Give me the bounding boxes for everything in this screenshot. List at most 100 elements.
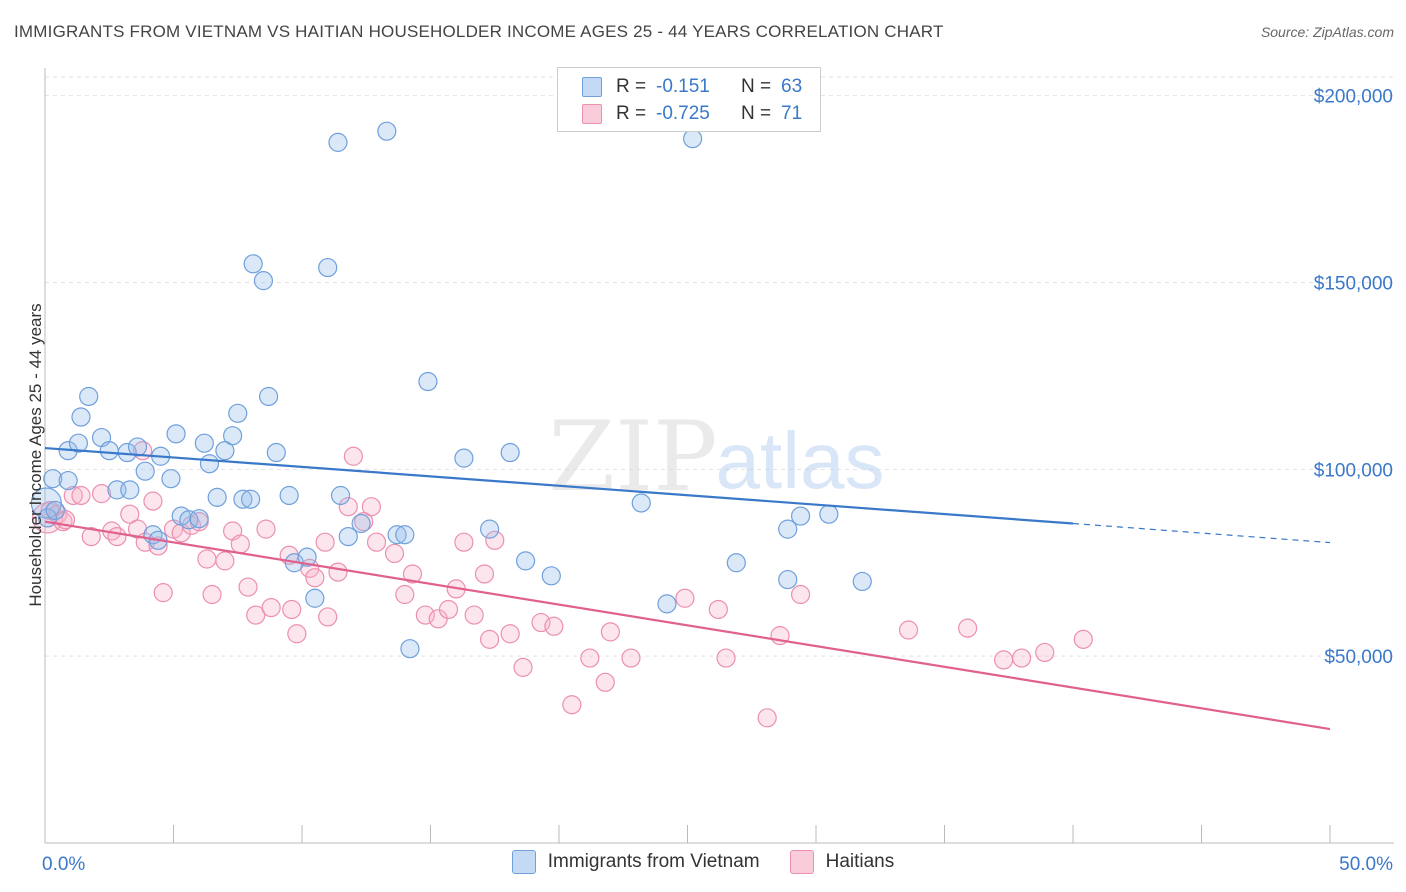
legend-swatch-vietnam bbox=[582, 77, 602, 97]
vietnam-points bbox=[30, 121, 872, 659]
vietnam-point bbox=[207, 487, 227, 507]
vietnam-point bbox=[135, 461, 155, 481]
series-legend: Immigrants from Vietnam Haitians bbox=[0, 850, 1406, 874]
legend-row-vietnam: R = -0.151 N = 63 bbox=[582, 73, 802, 101]
haitians-point bbox=[1073, 629, 1093, 649]
haitians-point bbox=[328, 562, 348, 582]
haitians-point bbox=[438, 599, 459, 620]
haitians-point bbox=[107, 526, 127, 547]
legend-n-value: 63 bbox=[781, 76, 803, 97]
vietnam-point bbox=[852, 571, 872, 592]
haitians-point bbox=[238, 577, 258, 597]
legend-item-haitians[interactable]: Haitians bbox=[789, 850, 895, 874]
haitians-trend-line bbox=[44, 520, 1331, 731]
haitians-point bbox=[287, 624, 307, 644]
vietnam-point bbox=[657, 594, 677, 614]
vietnam-point bbox=[189, 509, 209, 529]
vietnam-point bbox=[541, 566, 561, 586]
haitians-point bbox=[71, 485, 91, 506]
vietnam-point bbox=[305, 588, 325, 608]
legend-item-vietnam[interactable]: Immigrants from Vietnam bbox=[511, 850, 760, 874]
vietnam-point bbox=[241, 489, 261, 509]
legend-swatch-vietnam bbox=[511, 850, 536, 874]
vietnam-point bbox=[395, 525, 415, 545]
vietnam-point bbox=[43, 469, 63, 489]
vietnam-point bbox=[253, 271, 274, 291]
haitians-point bbox=[790, 584, 811, 605]
haitians-point bbox=[454, 532, 474, 552]
vietnam-point bbox=[778, 569, 798, 590]
haitians-point bbox=[318, 607, 338, 627]
haitians-point bbox=[361, 497, 381, 517]
haitians-point bbox=[595, 672, 615, 692]
vietnam-point bbox=[68, 433, 89, 453]
haitians-point bbox=[474, 564, 495, 584]
vietnam-point bbox=[120, 480, 140, 500]
vietnam-point bbox=[279, 485, 299, 506]
vietnam-point bbox=[318, 257, 338, 278]
haitians-point bbox=[1035, 642, 1055, 663]
haitians-point bbox=[384, 543, 405, 564]
vietnam-point bbox=[351, 513, 371, 534]
haitians-point bbox=[215, 551, 235, 571]
haitians-point bbox=[366, 532, 387, 552]
haitians-point bbox=[282, 599, 302, 620]
vietnam-point bbox=[387, 525, 407, 545]
trend-lines bbox=[44, 446, 1331, 731]
legend-r-label: R = bbox=[616, 103, 647, 124]
haitians-point bbox=[395, 584, 415, 605]
haitians-point bbox=[464, 605, 484, 625]
vietnam-point bbox=[377, 121, 397, 141]
vietnam-point bbox=[400, 639, 420, 659]
vietnam-point bbox=[194, 433, 214, 453]
legend-r-value: -0.725 bbox=[656, 103, 710, 124]
tick-labels: $50,000 $100,000 $150,000 $200,000 0.0% 50.0% bbox=[42, 87, 1393, 875]
legend-r-value: -0.151 bbox=[656, 76, 710, 97]
legend-n-label: N = bbox=[741, 103, 772, 124]
haitians-point bbox=[480, 629, 500, 649]
vietnam-point bbox=[330, 485, 351, 506]
vietnam-point bbox=[99, 441, 119, 461]
vietnam-point bbox=[71, 407, 91, 427]
vietnam-point bbox=[480, 519, 500, 539]
y-tick-label: $100,000 bbox=[1314, 460, 1393, 481]
haitians-point bbox=[202, 584, 222, 605]
vietnam-point bbox=[418, 371, 438, 392]
source-credit: Source: ZipAtlas.com bbox=[1260, 24, 1394, 40]
legend-label-haitians: Haitians bbox=[825, 851, 895, 872]
vietnam-trend-line bbox=[44, 446, 1074, 525]
grid-lines bbox=[45, 76, 1394, 657]
vietnam-point bbox=[297, 547, 317, 567]
haitians-point bbox=[621, 648, 641, 668]
vietnam-point bbox=[166, 424, 186, 444]
x-tick-label: 0.0% bbox=[42, 854, 85, 875]
vietnam-point bbox=[127, 437, 148, 457]
haitians-point bbox=[153, 583, 173, 603]
haitians-point bbox=[343, 446, 363, 466]
x-tick-label: 50.0% bbox=[1339, 854, 1393, 875]
haitians-point bbox=[513, 657, 533, 677]
vietnam-point bbox=[338, 526, 358, 547]
haitians-point bbox=[600, 622, 621, 642]
haitians-point bbox=[958, 618, 978, 638]
haitians-point bbox=[143, 491, 163, 511]
haitians-point bbox=[261, 597, 281, 618]
haitians-point bbox=[197, 549, 217, 569]
haitians-point bbox=[91, 484, 112, 504]
haitians-point bbox=[562, 695, 582, 715]
haitians-point bbox=[338, 497, 358, 517]
haitians-point bbox=[757, 708, 777, 728]
haitians-point bbox=[315, 532, 335, 552]
haitians-point bbox=[898, 620, 919, 640]
haitians-point bbox=[994, 650, 1014, 670]
legend-label-vietnam: Immigrants from Vietnam bbox=[547, 851, 760, 872]
y-tick-label: $50,000 bbox=[1324, 647, 1393, 668]
vietnam-trend-extension bbox=[1072, 522, 1331, 544]
y-tick-label: $150,000 bbox=[1314, 274, 1393, 295]
y-tick-label: $200,000 bbox=[1314, 87, 1393, 108]
haitians-point bbox=[500, 624, 520, 644]
vietnam-point bbox=[778, 519, 798, 539]
legend-r-label: R = bbox=[616, 76, 647, 97]
haitians-point bbox=[485, 530, 505, 550]
